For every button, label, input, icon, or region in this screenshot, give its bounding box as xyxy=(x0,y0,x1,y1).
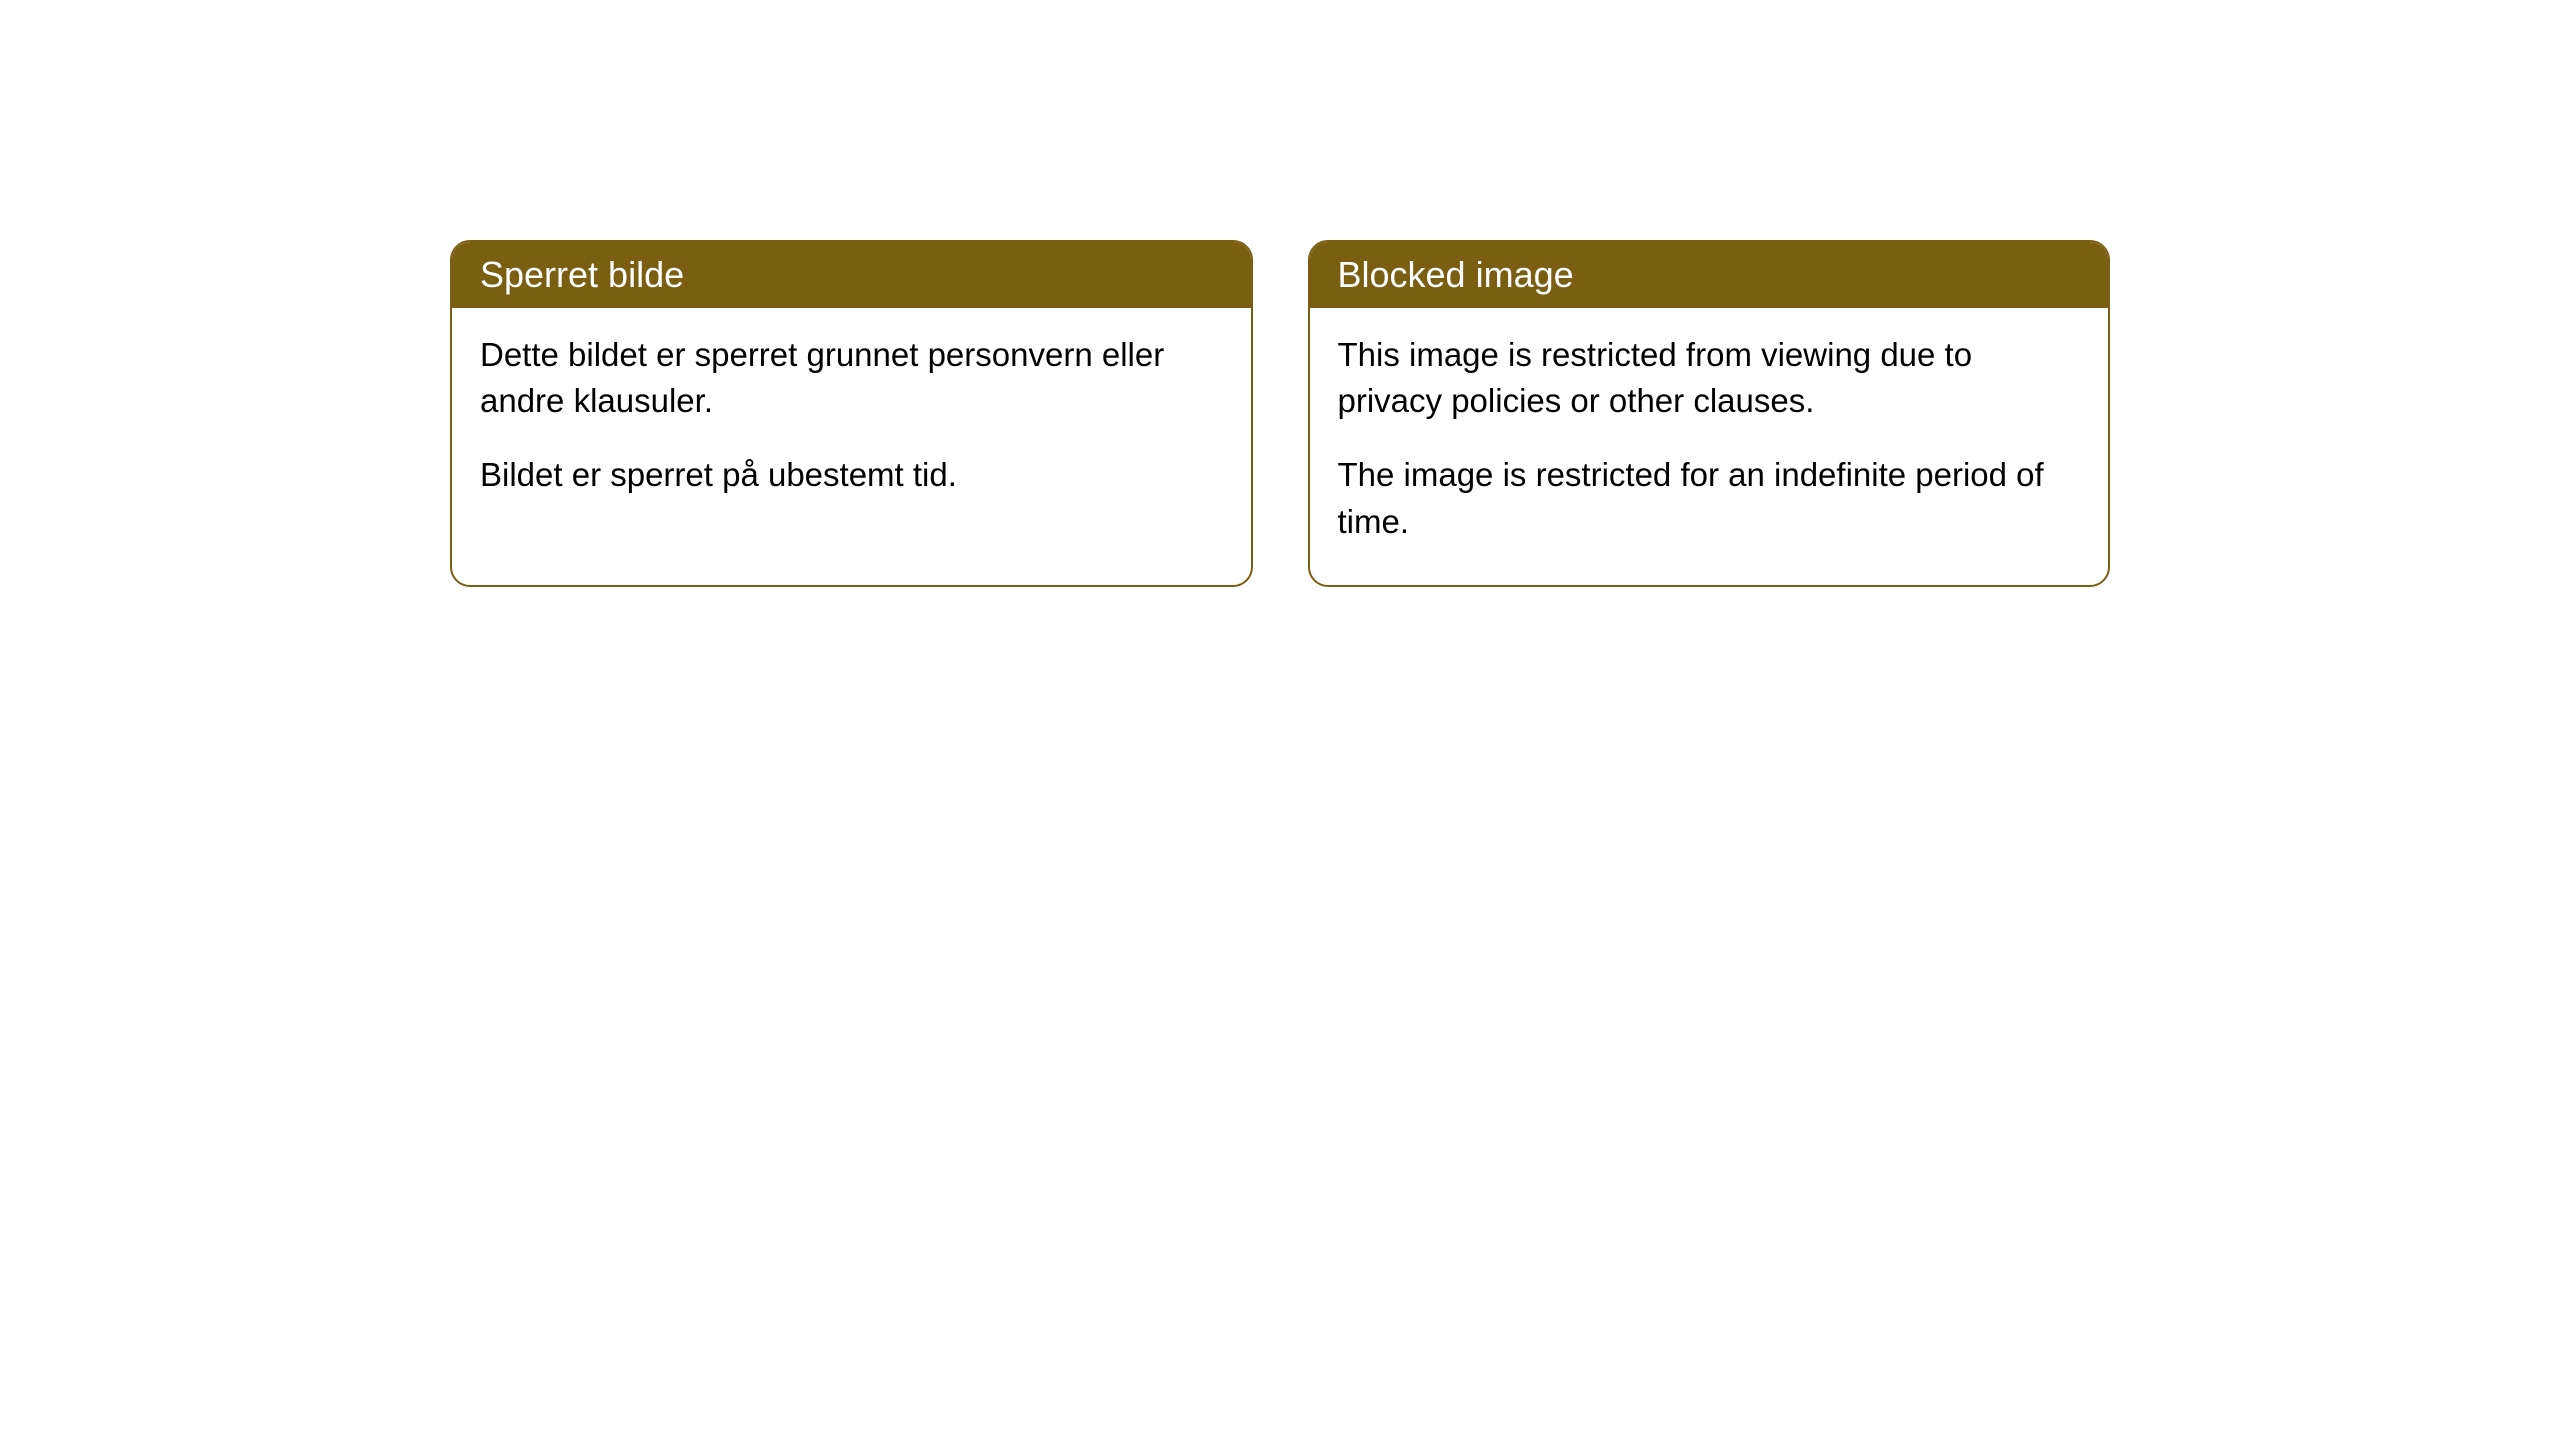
card-body-english: This image is restricted from viewing du… xyxy=(1310,308,2109,585)
card-title-norwegian: Sperret bilde xyxy=(480,254,684,295)
card-paragraph-2-english: The image is restricted for an indefinit… xyxy=(1338,452,2081,544)
card-title-english: Blocked image xyxy=(1338,254,1574,295)
card-paragraph-1-norwegian: Dette bildet er sperret grunnet personve… xyxy=(480,332,1223,424)
card-paragraph-1-english: This image is restricted from viewing du… xyxy=(1338,332,2081,424)
cards-container: Sperret bilde Dette bildet er sperret gr… xyxy=(450,240,2110,587)
card-norwegian: Sperret bilde Dette bildet er sperret gr… xyxy=(450,240,1253,587)
card-paragraph-2-norwegian: Bildet er sperret på ubestemt tid. xyxy=(480,452,1223,498)
card-body-norwegian: Dette bildet er sperret grunnet personve… xyxy=(452,308,1251,539)
card-header-norwegian: Sperret bilde xyxy=(452,242,1251,308)
card-english: Blocked image This image is restricted f… xyxy=(1308,240,2111,587)
card-header-english: Blocked image xyxy=(1310,242,2109,308)
